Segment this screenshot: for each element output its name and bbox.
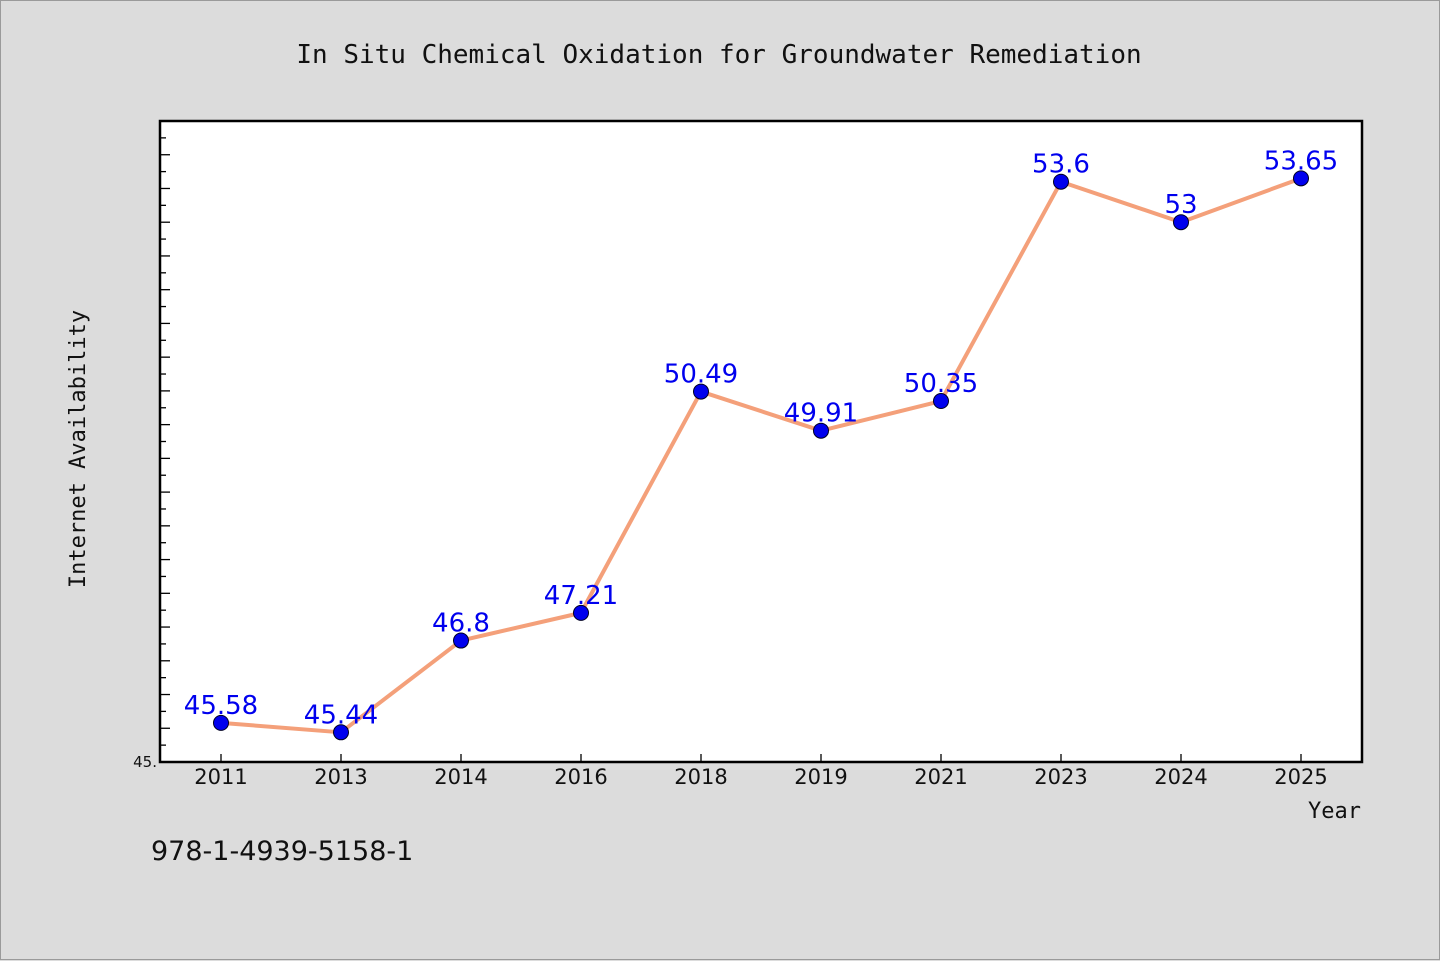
y-axis-label: Internet Availability xyxy=(66,310,91,588)
x-tick-label: 2014 xyxy=(434,765,487,789)
data-point xyxy=(1173,214,1189,231)
data-point xyxy=(573,604,589,621)
data-labels: 45.58 45.44 46.8 47.21 50.49 49.91 50.35 53.6 53… xyxy=(184,146,1338,730)
x-tick-labels: 2011 2013 2014 2016 2018 2019 2021 2023 2024 2025 xyxy=(194,765,1327,789)
data-point xyxy=(453,632,469,649)
x-tick-label: 2024 xyxy=(1154,765,1207,789)
x-tick-label: 2023 xyxy=(1034,765,1087,789)
x-tick-label: 2025 xyxy=(1274,765,1327,789)
y-axis-ticks xyxy=(160,137,170,763)
data-point xyxy=(933,393,949,410)
data-label: 50.35 xyxy=(904,369,978,399)
data-point xyxy=(1053,173,1069,190)
data-label: 53 xyxy=(1164,190,1197,220)
data-point xyxy=(813,422,829,439)
data-label: 49.91 xyxy=(784,399,858,429)
data-label: 53.6 xyxy=(1032,150,1090,180)
plot-area xyxy=(158,119,1364,764)
series-line xyxy=(219,176,1303,735)
data-point xyxy=(333,724,349,741)
chart-title: In Situ Chemical Oxidation for Groundwat… xyxy=(296,40,1141,70)
data-label: 45.58 xyxy=(184,691,258,721)
data-label: 50.49 xyxy=(664,360,738,390)
data-label: 53.65 xyxy=(1264,146,1338,176)
x-tick-label: 2021 xyxy=(914,765,967,789)
x-tick-label: 2019 xyxy=(794,765,847,789)
x-tick-label: 2018 xyxy=(674,765,727,789)
x-tick-label: 2011 xyxy=(194,765,247,789)
series-markers xyxy=(213,170,1309,741)
y-tick-label: 45. xyxy=(133,753,157,771)
data-point xyxy=(1293,170,1309,187)
data-label: 47.21 xyxy=(544,581,618,611)
x-tick-label: 2016 xyxy=(554,765,607,789)
data-label: 46.8 xyxy=(432,609,490,639)
data-point xyxy=(693,383,709,400)
isbn-text: 978-1-4939-5158-1 xyxy=(151,836,414,867)
x-axis-label: Year xyxy=(1308,799,1361,824)
x-tick-label: 2013 xyxy=(314,765,367,789)
data-label: 45.44 xyxy=(304,700,378,730)
x-axis-ticks xyxy=(220,754,1302,762)
data-point xyxy=(213,714,229,731)
